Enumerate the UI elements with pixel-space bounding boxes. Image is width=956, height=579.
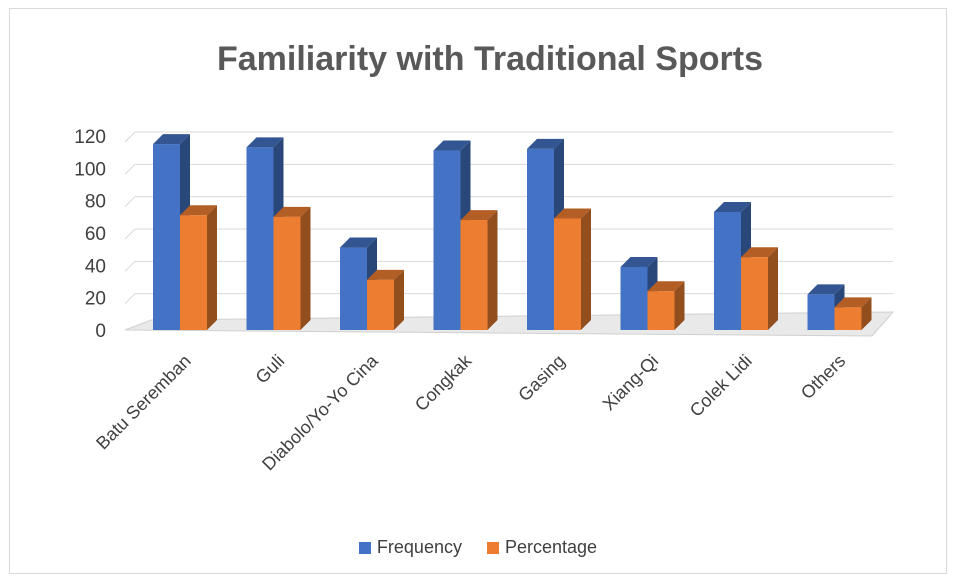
legend-item-percentage: Percentage [486, 537, 598, 558]
bars [153, 134, 872, 330]
chart-title: Familiarity with Traditional Sports [217, 40, 763, 78]
bar-percentage-3 [460, 210, 498, 330]
bar-percentage-6 [741, 247, 778, 330]
y-tick-label: 0 [95, 321, 106, 342]
y-tick-label: 80 [85, 192, 106, 213]
x-tick-label: Xiang-Qi [599, 351, 663, 415]
y-tick-label: 120 [74, 127, 106, 148]
legend: Frequency Percentage [0, 537, 956, 559]
x-tick-label: Gasing [514, 351, 568, 405]
y-tick-label: 60 [85, 224, 106, 245]
x-tick-label: Congkak [411, 350, 476, 415]
legend-label-frequency: Frequency [376, 537, 462, 557]
legend-swatch-percentage [486, 541, 499, 554]
bar-percentage-0 [180, 205, 217, 330]
legend-label-percentage: Percentage [504, 537, 598, 557]
gridline [124, 163, 893, 175]
y-tick-label: 40 [85, 256, 106, 277]
gridline [124, 131, 893, 143]
y-tick-label: 100 [74, 159, 106, 180]
y-axis: 0 20 40 60 80 100 120 [74, 127, 106, 342]
legend-item-frequency: Frequency [358, 537, 462, 558]
gridline [124, 228, 893, 240]
bar-percentage-7 [834, 297, 872, 330]
gridline [124, 196, 893, 208]
bar-percentage-5 [647, 281, 685, 330]
bar-percentage-2 [367, 269, 404, 330]
bar-percentage-4 [554, 208, 591, 330]
y-tick-label: 20 [85, 289, 106, 310]
x-tick-label: Batu Seremban [92, 351, 195, 454]
bar-percentage-1 [273, 206, 311, 330]
x-tick-label: Colek Lidi [686, 351, 756, 421]
floor-plane [124, 311, 895, 337]
chart-floor [124, 311, 895, 337]
x-tick-label: Others [797, 351, 849, 403]
x-tick-label: Guli [252, 351, 289, 388]
legend-swatch-frequency [358, 541, 371, 554]
